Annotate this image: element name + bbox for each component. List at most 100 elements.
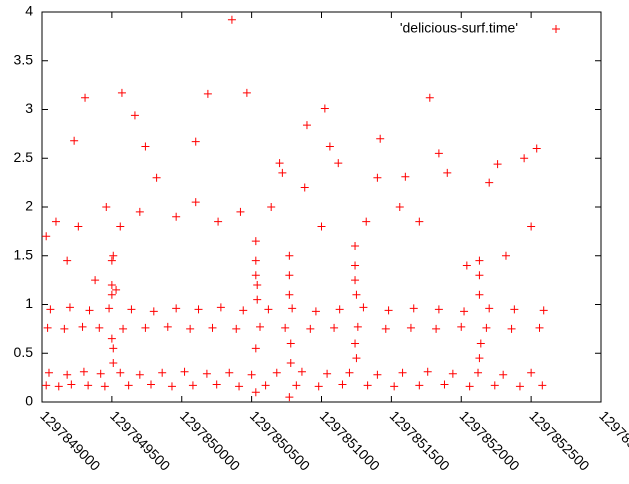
point — [191, 198, 200, 207]
point — [107, 256, 116, 265]
point — [109, 359, 118, 367]
point — [163, 322, 172, 331]
point — [373, 173, 382, 182]
point — [70, 136, 79, 145]
point — [172, 212, 181, 221]
point — [314, 382, 323, 391]
point — [535, 323, 544, 332]
point — [112, 285, 121, 294]
point — [330, 323, 339, 332]
point — [119, 324, 128, 333]
y-tick-label: 1 — [25, 295, 33, 311]
point — [135, 370, 144, 379]
point — [85, 306, 94, 315]
y-tick-label: 3.5 — [14, 51, 34, 67]
point — [100, 382, 109, 391]
x-tick-label: 1297850000 — [177, 407, 244, 474]
point — [409, 304, 418, 313]
point — [107, 334, 116, 343]
point — [475, 354, 484, 363]
x-tick-label: 1297851500 — [387, 407, 454, 474]
y-tick-label: 2 — [25, 198, 33, 214]
point — [81, 93, 90, 102]
point — [395, 203, 404, 211]
point — [373, 370, 382, 379]
y-tick-label: 2.5 — [14, 149, 34, 165]
point — [510, 305, 519, 314]
point — [147, 380, 156, 389]
point — [172, 304, 181, 313]
point — [149, 307, 158, 316]
point — [67, 380, 76, 389]
point — [239, 306, 248, 315]
point — [351, 276, 360, 285]
point — [485, 304, 494, 313]
point — [362, 217, 371, 226]
legend-marker — [552, 25, 560, 33]
point — [105, 304, 114, 313]
point — [216, 303, 225, 312]
y-tick-label: 0.5 — [14, 344, 34, 360]
point — [292, 381, 301, 390]
point — [475, 271, 484, 280]
point — [325, 142, 334, 151]
point — [96, 369, 105, 378]
point — [253, 295, 262, 304]
point — [107, 290, 116, 299]
point — [398, 368, 407, 377]
point — [476, 339, 485, 348]
point — [527, 222, 536, 231]
point — [158, 368, 167, 377]
point — [465, 382, 474, 391]
point — [188, 381, 197, 390]
point — [272, 368, 281, 377]
point — [180, 367, 189, 376]
point — [434, 149, 443, 158]
point — [520, 154, 529, 163]
y-tick-label: 1.5 — [14, 246, 34, 262]
point — [475, 256, 484, 265]
point — [415, 381, 424, 390]
point — [74, 222, 83, 231]
point — [202, 369, 211, 378]
point — [84, 381, 93, 390]
point — [191, 137, 200, 146]
point — [267, 203, 276, 211]
point — [475, 290, 484, 299]
point — [425, 93, 434, 102]
point — [415, 217, 424, 226]
point — [401, 172, 410, 181]
point — [247, 370, 256, 379]
point — [297, 367, 306, 376]
point — [141, 323, 150, 332]
point — [460, 307, 469, 316]
point — [432, 324, 441, 333]
point — [351, 261, 360, 270]
x-tick-label: 1297852000 — [457, 407, 524, 474]
point — [302, 121, 311, 130]
point — [141, 142, 150, 151]
point — [474, 368, 483, 377]
point — [54, 382, 63, 391]
point — [236, 207, 245, 216]
point — [434, 305, 443, 314]
point — [91, 276, 100, 285]
point — [124, 381, 133, 390]
point — [384, 306, 393, 315]
point — [46, 305, 55, 314]
point — [109, 344, 118, 353]
x-tick-label: 1297852500 — [526, 407, 593, 474]
point — [334, 159, 343, 168]
point — [300, 183, 309, 192]
point — [285, 393, 294, 402]
point — [107, 281, 116, 289]
point — [109, 251, 118, 260]
point — [499, 370, 508, 379]
point — [251, 344, 260, 353]
x-tick-label: 1297851000 — [317, 407, 384, 474]
point — [152, 173, 161, 182]
point — [462, 261, 471, 270]
point — [363, 381, 372, 390]
